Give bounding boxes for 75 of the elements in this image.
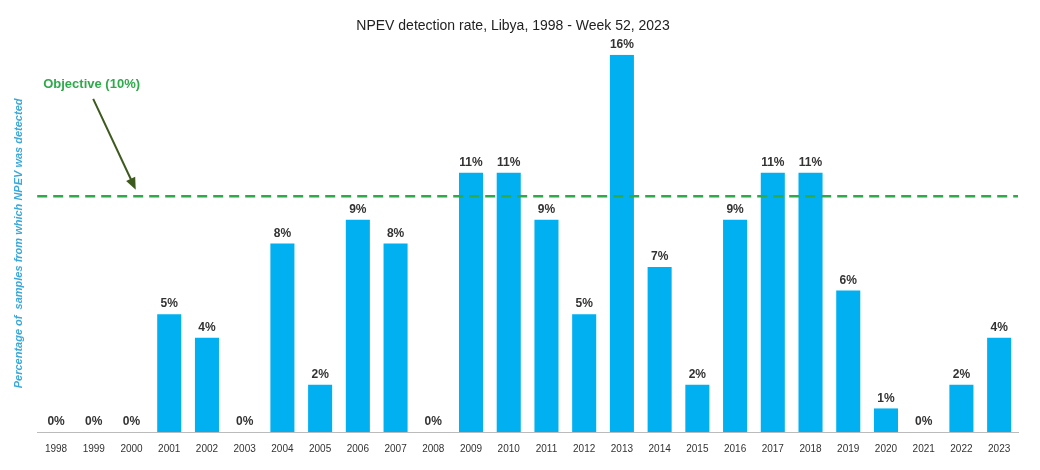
- bar: [798, 172, 823, 432]
- x-tick-label: 2012: [573, 442, 596, 454]
- x-tick-label: 2010: [497, 442, 521, 454]
- bar: [873, 408, 898, 432]
- data-label: 5%: [575, 296, 594, 311]
- data-label: 9%: [726, 202, 745, 217]
- bar: [572, 314, 597, 432]
- x-tick-label: 2016: [723, 442, 747, 454]
- bar: [458, 172, 484, 432]
- data-label: 0%: [122, 414, 141, 429]
- x-tick-label: 1999: [82, 442, 106, 454]
- bar: [345, 219, 370, 432]
- data-label: 16%: [609, 37, 635, 52]
- data-label: 8%: [386, 225, 405, 240]
- data-label: 2%: [311, 367, 330, 382]
- data-label: 11%: [761, 154, 785, 169]
- x-tick-label: 2018: [799, 442, 823, 454]
- data-label: 4%: [198, 320, 216, 335]
- bar: [836, 290, 861, 432]
- data-label: 11%: [459, 154, 484, 169]
- bar: [647, 266, 672, 432]
- data-label: 0%: [424, 414, 443, 429]
- x-tick-label: 2014: [648, 442, 672, 454]
- x-tick-label: 2022: [950, 442, 973, 454]
- data-label: 0%: [915, 414, 933, 429]
- x-tick-label: 2000: [120, 442, 144, 454]
- bar: [157, 314, 182, 432]
- data-label: 1%: [877, 390, 895, 405]
- x-tick-label: 1998: [44, 442, 68, 454]
- x-tick-label: 2015: [686, 442, 709, 454]
- data-label: 4%: [990, 320, 1009, 335]
- chart-title: NPEV detection rate, Libya, 1998 - Week 52, 2023: [356, 17, 670, 34]
- data-label: 6%: [839, 272, 858, 287]
- ref-line-label: Objective (10%): [43, 76, 141, 92]
- bar: [496, 172, 521, 432]
- data-label: 5%: [160, 296, 179, 311]
- data-label: 9%: [537, 202, 556, 217]
- x-tick-label: 2006: [346, 442, 370, 454]
- x-tick-label: 2004: [271, 442, 294, 454]
- bar: [383, 243, 408, 432]
- bar: [534, 219, 559, 432]
- x-tick-label: 2011: [535, 442, 558, 454]
- x-tick-label: 2019: [837, 442, 860, 454]
- data-label: 2%: [688, 367, 707, 382]
- x-tick-label: 2021: [912, 442, 936, 454]
- data-label: 9%: [349, 202, 367, 217]
- data-label: 0%: [85, 414, 103, 429]
- x-tick-label: 2008: [422, 442, 445, 454]
- bar: [270, 243, 295, 432]
- bar: [194, 337, 219, 432]
- x-tick-label: 2007: [384, 442, 408, 454]
- bar: [760, 172, 785, 432]
- x-tick-label: 2013: [610, 442, 634, 454]
- x-tick-label: 2020: [874, 442, 898, 454]
- x-tick-label: 2002: [195, 442, 219, 454]
- data-label: 8%: [273, 225, 292, 240]
- bar: [609, 54, 634, 432]
- data-label: 11%: [798, 154, 823, 169]
- x-tick-label: 2017: [761, 442, 785, 454]
- bar: [685, 384, 710, 432]
- x-tick-label: 2001: [158, 442, 181, 454]
- data-label: 0%: [47, 414, 66, 429]
- data-label: 11%: [497, 154, 521, 169]
- data-label: 2%: [952, 367, 971, 382]
- data-label: 7%: [650, 249, 669, 264]
- x-tick-label: 2009: [459, 442, 483, 454]
- x-tick-label: 2005: [309, 442, 332, 454]
- bar: [723, 219, 748, 432]
- data-label: 0%: [236, 414, 254, 429]
- x-tick-label: 2023: [988, 442, 1011, 454]
- bar: [308, 384, 333, 432]
- bar: [987, 337, 1012, 432]
- x-tick-label: 2003: [233, 442, 257, 454]
- y-axis-title: Percentage of samples from which NPEV was detected: [11, 98, 24, 389]
- bar: [949, 384, 974, 432]
